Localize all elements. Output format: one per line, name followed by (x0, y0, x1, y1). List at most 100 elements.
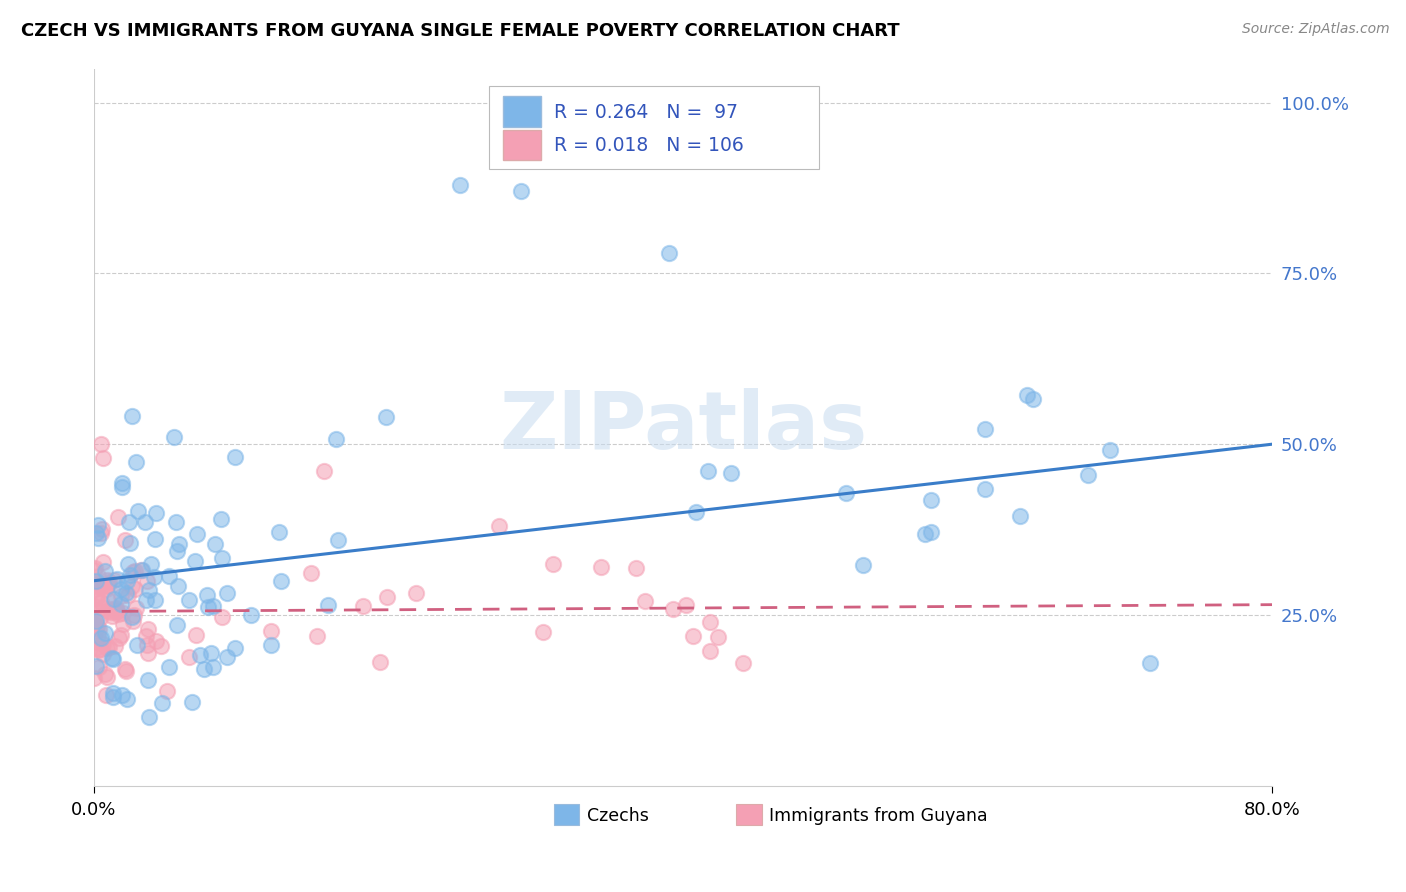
Point (91, 450, 114, 465)
Point (110, 688, 132, 702)
Point (184, 554, 207, 568)
Point (124, 564, 146, 578)
Point (115, 692, 138, 706)
Text: ZIPatlas: ZIPatlas (499, 388, 868, 467)
Point (91, 647, 114, 661)
Point (707, 630, 730, 644)
Point (139, 557, 162, 571)
Point (87, 532, 110, 546)
Point (136, 623, 159, 637)
Point (98, 640, 121, 654)
Point (166, 544, 188, 558)
Point (97, 577, 120, 591)
Point (149, 639, 172, 653)
Point (120, 568, 142, 582)
Point (83, 615, 105, 630)
Point (920, 524, 942, 539)
Point (135, 593, 157, 607)
Point (211, 550, 233, 565)
Point (685, 504, 707, 518)
Point (163, 430, 186, 444)
Point (217, 650, 239, 665)
Point (125, 638, 148, 652)
Text: Immigrants from Guyana: Immigrants from Guyana (769, 806, 988, 825)
Point (87, 660, 110, 674)
Point (405, 585, 427, 599)
Point (84, 590, 107, 604)
Point (115, 586, 138, 600)
Point (177, 650, 200, 665)
Point (142, 569, 165, 583)
Point (112, 606, 135, 620)
Point (86, 574, 108, 589)
Point (110, 597, 132, 611)
Text: R = 0.264   N =  97: R = 0.264 N = 97 (554, 103, 738, 122)
Point (87, 568, 110, 582)
Point (83, 671, 105, 685)
Point (110, 628, 132, 642)
Point (94, 582, 117, 596)
Point (167, 579, 190, 593)
Point (96, 573, 118, 587)
Point (98, 574, 121, 589)
Point (974, 483, 997, 497)
Point (169, 536, 191, 550)
Point (90, 437, 112, 451)
Point (624, 560, 647, 574)
Point (97, 604, 120, 618)
Point (86, 575, 108, 590)
Point (93, 601, 115, 615)
Point (699, 615, 721, 629)
Point (103, 639, 125, 653)
Point (103, 690, 125, 705)
Point (122, 607, 145, 622)
FancyBboxPatch shape (489, 87, 818, 169)
Point (83, 618, 105, 632)
Point (510, 185, 533, 199)
Point (136, 673, 159, 687)
Point (974, 422, 997, 436)
Point (316, 598, 339, 612)
Point (110, 589, 132, 603)
Point (117, 574, 139, 588)
Point (145, 634, 167, 648)
FancyBboxPatch shape (503, 96, 540, 127)
Point (86, 591, 108, 605)
Point (325, 432, 347, 446)
Point (90, 525, 112, 540)
Point (121, 579, 143, 593)
Point (157, 660, 180, 674)
Point (224, 640, 246, 655)
Point (101, 651, 124, 665)
Point (150, 696, 173, 710)
Point (84, 577, 107, 591)
Point (114, 662, 136, 676)
Point (98, 602, 121, 616)
Point (195, 588, 218, 602)
Point (129, 562, 152, 576)
Point (83, 624, 105, 638)
Point (114, 665, 136, 679)
Point (131, 563, 153, 577)
Point (125, 455, 148, 469)
Text: Source: ZipAtlas.com: Source: ZipAtlas.com (1241, 22, 1389, 37)
Point (111, 616, 134, 631)
Point (240, 608, 263, 623)
Point (100, 605, 122, 619)
FancyBboxPatch shape (554, 804, 579, 825)
Point (83, 563, 105, 577)
Point (87, 622, 110, 636)
Point (1099, 442, 1122, 457)
Point (96, 641, 118, 656)
Point (84, 658, 107, 673)
Point (94, 667, 117, 681)
Point (312, 465, 335, 479)
Point (699, 644, 721, 658)
Point (118, 535, 141, 549)
Point (86, 617, 108, 632)
Point (1015, 388, 1038, 402)
Point (83, 602, 105, 616)
Point (299, 566, 322, 580)
Point (84, 641, 107, 656)
Point (122, 565, 145, 579)
